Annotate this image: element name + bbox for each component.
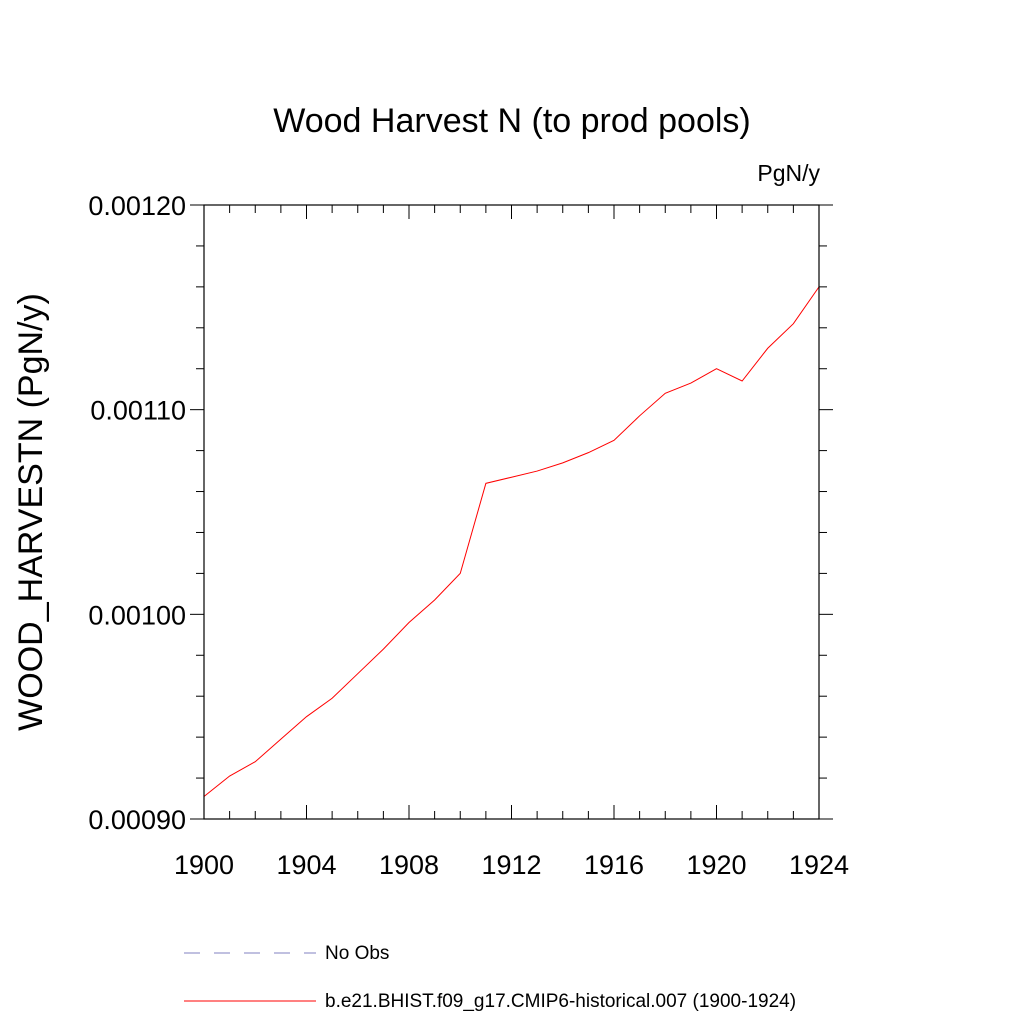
series-line-historical: [203, 286, 820, 797]
legend-label-no-obs: No Obs: [325, 943, 389, 964]
x-tick-label: 1916: [584, 850, 644, 880]
plot-area: [203, 286, 820, 797]
x-tick-label: 1900: [174, 850, 234, 880]
x-tick-label: 1924: [789, 850, 849, 880]
chart-title: Wood Harvest N (to prod pools): [273, 102, 750, 140]
legend: No Obs b.e21.BHIST.f09_g17.CMIP6-histori…: [184, 943, 796, 1012]
plot-frame: [203, 204, 820, 820]
y-tick-label: 0.00120: [88, 191, 186, 221]
x-tick-label: 1920: [686, 850, 746, 880]
units-label: PgN/y: [757, 160, 820, 186]
x-tick-labels: 1900 1904 1908 1912 1916 1920 1924: [174, 850, 849, 880]
y-tick-label: 0.00100: [88, 600, 186, 630]
y-tick-labels: 0.00090 0.00100 0.00110 0.00120: [88, 191, 186, 835]
y-tick-label: 0.00110: [90, 396, 186, 426]
x-tick-label: 1912: [481, 850, 541, 880]
x-tick-label: 1908: [379, 850, 439, 880]
axis-ticks: [190, 204, 833, 820]
y-axis-label: WOOD_HARVESTN (PgN/y): [12, 293, 50, 731]
legend-label-historical: b.e21.BHIST.f09_g17.CMIP6-historical.007…: [325, 991, 796, 1012]
y-tick-label: 0.00090: [88, 805, 186, 835]
x-tick-label: 1904: [276, 850, 336, 880]
